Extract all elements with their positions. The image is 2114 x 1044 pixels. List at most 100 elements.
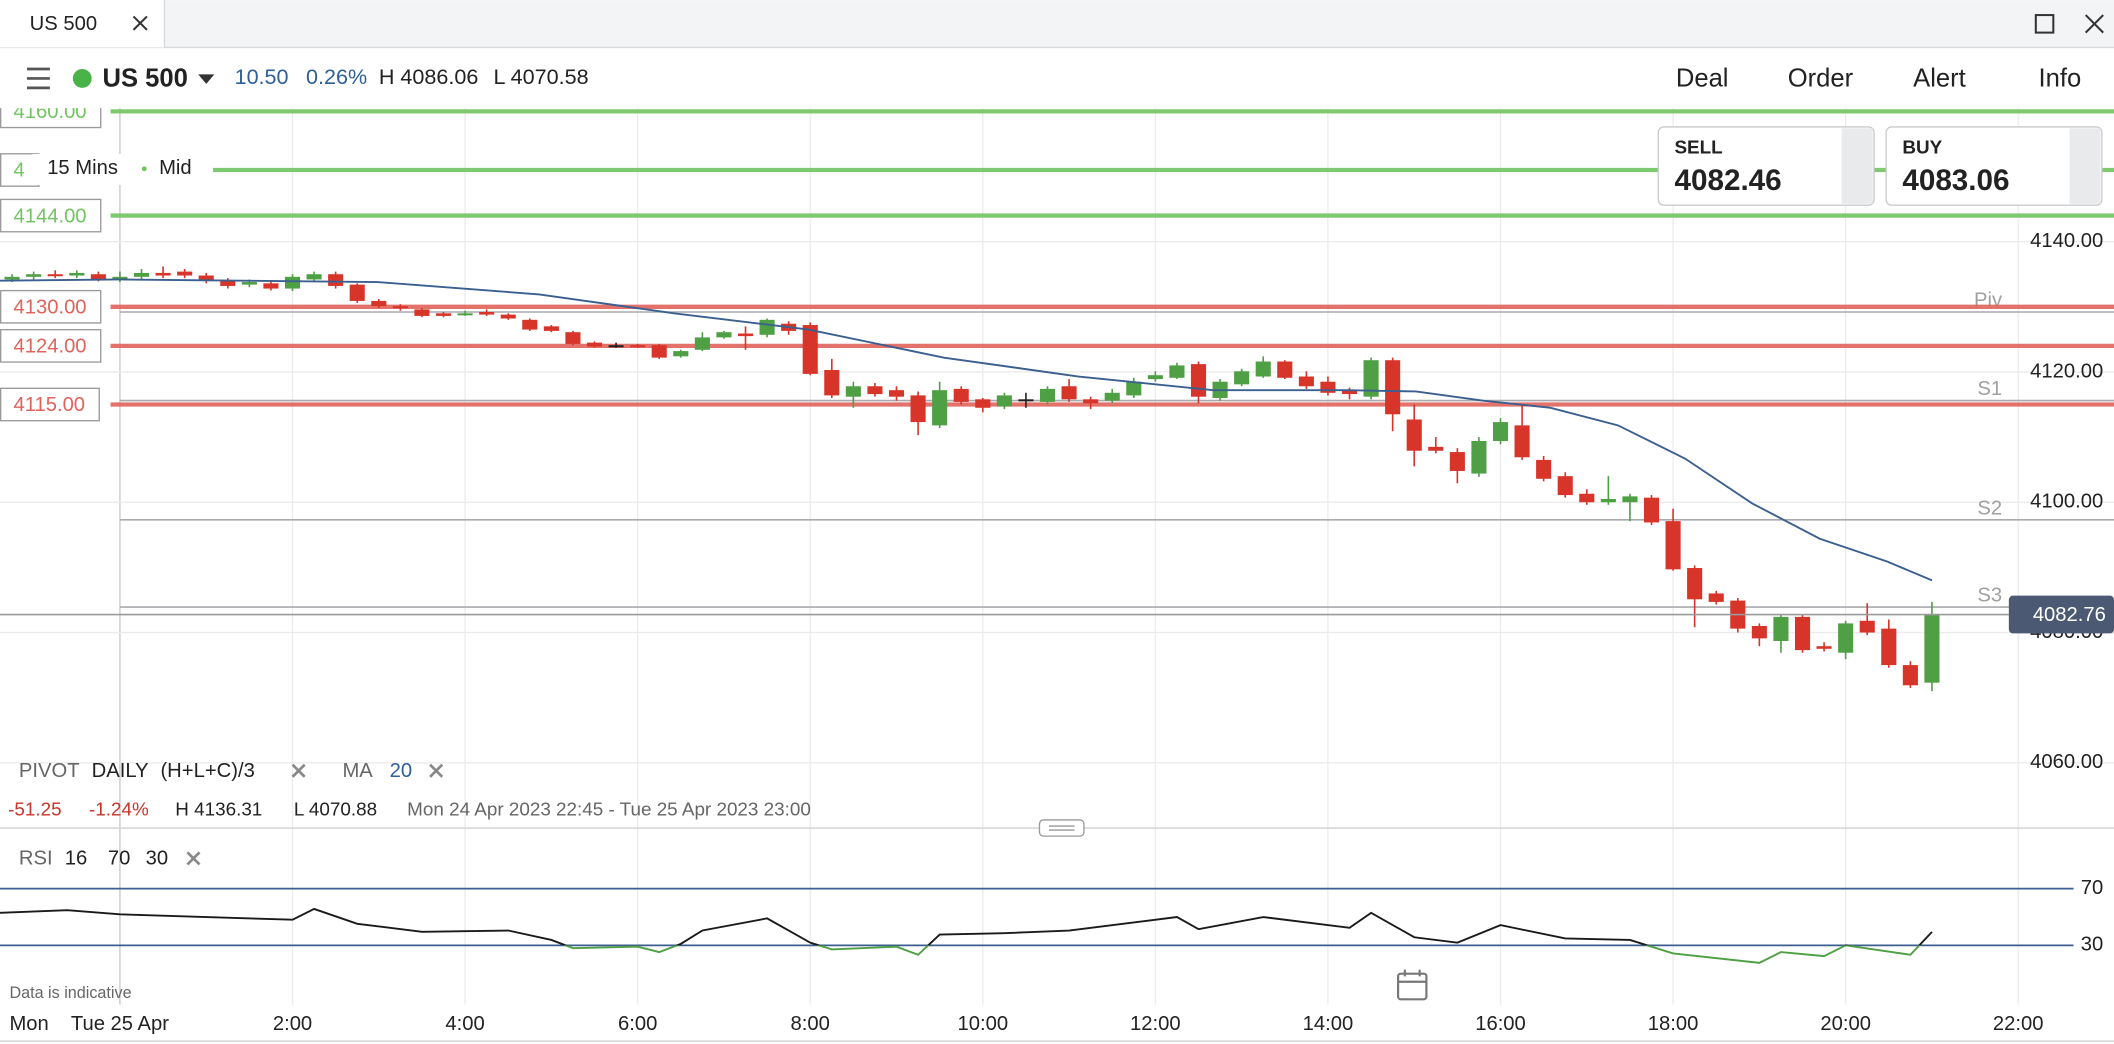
menu-order[interactable]: Order [1788,65,1854,93]
candle-body [90,274,106,280]
candle-body [1061,386,1077,400]
candle-body [1708,593,1724,602]
candle-body [1687,568,1703,600]
x-tick-label: 22:00 [1993,1013,2044,1035]
candle-body [932,390,948,426]
tab-title[interactable]: US 500 [30,13,97,35]
level-label-box [0,198,102,233]
candle-body [1341,390,1358,395]
y-tick-label: 4060.00 [2030,751,2103,773]
sell-label[interactable]: SELL [1674,137,1722,158]
header: US 500 10.50 0.26% H 4086.06 L 4070.58 D… [0,48,2114,109]
chart-toolbar: 15 Mins Mid [32,153,214,185]
candle-body [716,332,732,338]
level-label: 4144.00 [13,205,86,227]
candle-body [1104,392,1120,401]
change-pct: 0.26% [306,64,367,89]
day-label: Mon [9,1013,48,1035]
candle-body [177,271,193,276]
remove-ma[interactable] [429,763,444,778]
rsi-lower: 30 [146,847,169,869]
candle-body [694,337,710,350]
moving-average [0,278,1933,582]
buy-price[interactable]: 4083.06 [1902,164,2009,197]
candle-body [1449,452,1465,471]
buy-box[interactable] [1885,126,2103,206]
candle-body [69,272,85,276]
candle-body [1320,381,1336,393]
x-tick-label: 20:00 [1820,1013,1871,1035]
period-change-pct: -1.24% [89,799,149,820]
candle-body [1277,361,1293,378]
remove-pivot[interactable] [291,763,306,778]
close-tab[interactable] [132,15,148,31]
candle-body [263,283,279,289]
candle-body [220,280,236,286]
candle-body [26,274,42,277]
candle-body [1794,616,1811,651]
menu-info[interactable]: Info [2039,65,2082,93]
candle-body [1902,665,1918,686]
pivot-name: PIVOT [19,760,80,782]
candle-body [845,386,861,397]
interval[interactable]: 15 Mins [47,157,118,179]
buy-strip [2069,128,2101,204]
x-tick-label: 4:00 [445,1013,484,1035]
rsi-upper: 70 [108,847,131,869]
header-bg [0,48,2114,109]
sell-box[interactable] [1657,126,1875,206]
candle-body [1492,422,1509,441]
tab[interactable] [0,0,165,48]
y-tick-label: 4140.00 [2030,230,2103,252]
remove-rsi[interactable] [186,851,201,866]
candle-body [457,313,473,316]
x-tick-label: 16:00 [1475,1013,1526,1035]
calendar-icon[interactable] [1397,969,1428,1001]
candle-body [241,282,257,285]
candle-body [1255,361,1271,377]
candle-body [1665,521,1681,570]
buy-button[interactable]: BUY 4083.06 [1885,126,2103,206]
market-status [72,69,92,88]
x-tick-label: 6:00 [618,1013,657,1035]
candle-body [608,345,624,348]
symbol-dropdown[interactable] [198,74,215,84]
candle-body [651,345,667,358]
day-low: L 4070.58 [493,64,588,89]
sell-button[interactable]: SELL 4082.46 [1657,126,1875,206]
symbol[interactable]: US 500 [102,65,187,93]
tab-bar-bg [0,0,2114,48]
candle-body [1018,399,1034,402]
price-type[interactable]: Mid [159,157,192,179]
menu-icon[interactable] [26,67,50,90]
candle-body [414,309,430,316]
menu-alert[interactable]: Alert [1913,65,1966,93]
candle-body [1838,623,1854,653]
level-label: 4 [13,160,24,182]
tab-bar: US 500 [0,0,2114,49]
rsi-tick-bg [2073,933,2114,958]
pivot-period: DAILY [92,760,149,782]
x-tick-label: 18:00 [1648,1013,1699,1035]
candle-body [824,369,840,396]
rsi-line [0,907,1933,946]
candle-body [1298,376,1314,387]
sell-price[interactable]: 4082.46 [1674,164,1781,197]
candle-body [1428,446,1444,451]
close-window[interactable] [2084,14,2104,34]
candle-body [133,272,150,277]
sell-strip [1841,128,1873,204]
maximize[interactable] [2034,14,2055,34]
x-tick-label: 12:00 [1130,1013,1181,1035]
candle-body [1579,493,1595,503]
candle-body [867,386,883,395]
x-tick-label: 14:00 [1303,1013,1354,1035]
resize-handle[interactable] [1038,819,1085,837]
level-label: 4124.00 [13,336,86,358]
menu-deal[interactable]: Deal [1676,65,1729,93]
candle-body [500,314,516,319]
toolbar-bg [32,153,214,185]
buy-label[interactable]: BUY [1902,137,1942,158]
day-high: H 4086.06 [379,64,479,89]
